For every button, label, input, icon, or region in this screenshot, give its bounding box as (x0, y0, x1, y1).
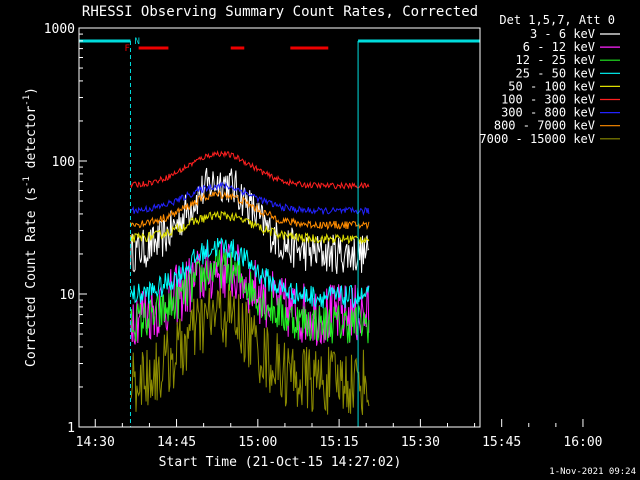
series-layer (130, 150, 370, 415)
y-tick-label: 100 (52, 155, 75, 170)
y-ticks: 1 10 100 1000 (44, 22, 87, 436)
legend-label: 800 - 7000 keV (494, 119, 595, 133)
y-axis-label: Corrected Count Rate (s-1 detector-1) (22, 87, 39, 367)
x-tick-label: 14:30 (76, 435, 115, 450)
plot-frame (78, 27, 481, 428)
legend-title: Det 1,5,7, Att 0 (499, 13, 615, 27)
legend-label: 7000 - 15000 keV (479, 132, 595, 146)
x-tick-label: 15:45 (482, 435, 521, 450)
series-line-2 (130, 240, 370, 346)
legend-label: 25 - 50 keV (516, 66, 595, 80)
series-line-1 (130, 167, 370, 274)
legend-label: 12 - 25 keV (516, 53, 595, 67)
flare-label: F (124, 44, 129, 54)
y-axis-label-mid: detector (24, 106, 39, 177)
x-tick-label: 16:00 (563, 435, 602, 450)
y-axis-label-end: ) (24, 87, 39, 95)
series-line-3 (130, 248, 370, 344)
series-line-6 (130, 150, 370, 190)
legend-label: 3 - 6 keV (530, 27, 595, 41)
x-tick-label: 15:00 (238, 435, 277, 450)
x-tick-label: 15:15 (320, 435, 359, 450)
y-tick-label: 10 (59, 288, 75, 303)
legend-label: 6 - 12 keV (523, 40, 595, 54)
x-tick-label: 14:45 (157, 435, 196, 450)
night-label: N (134, 37, 139, 47)
series-line-5 (130, 210, 370, 245)
y-tick-label: 1000 (44, 22, 75, 37)
series-line-9 (130, 284, 370, 415)
legend-label: 100 - 300 keV (501, 93, 595, 107)
y-axis-label-sup1: -1 (22, 176, 32, 187)
series-line-4 (130, 237, 370, 309)
y-axis-label-sup2: -1 (22, 95, 32, 106)
series-line-8 (130, 189, 370, 231)
x-axis-label: Start Time (21-Oct-15 14:27:02) (159, 455, 402, 470)
x-ticks: 14:30 14:45 15:00 15:15 15:30 15:45 16:00 (76, 419, 603, 450)
legend-label: 300 - 800 keV (501, 106, 595, 120)
y-tick-label: 1 (67, 421, 75, 436)
y-axis-label-main: Corrected Count Rate (s (24, 187, 39, 367)
chart-title: RHESSI Observing Summary Count Rates, Co… (82, 4, 478, 20)
legend-label: 50 - 100 keV (508, 79, 595, 93)
x-tick-label: 15:30 (401, 435, 440, 450)
series-line-7 (130, 181, 370, 216)
footer-date: 1-Nov-2021 09:24 (549, 467, 636, 477)
